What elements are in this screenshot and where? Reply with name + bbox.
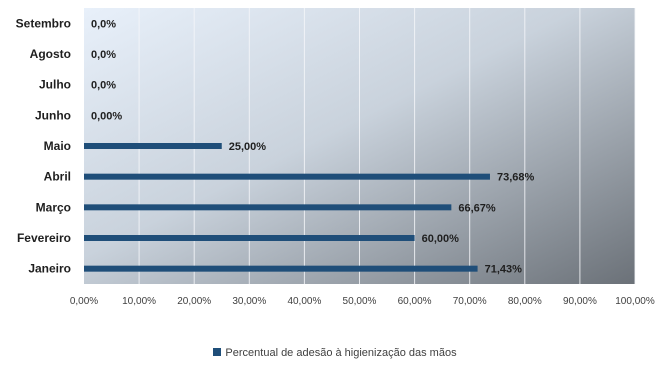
legend-label: Percentual de adesão à higienização das … (225, 347, 457, 359)
x-tick-label: 70,00% (453, 296, 487, 307)
x-tick-label: 20,00% (177, 296, 211, 307)
data-label: 0,0% (91, 18, 116, 30)
category-label: Janeiro (28, 262, 71, 276)
x-tick-label: 90,00% (563, 296, 597, 307)
x-axis-tick-labels: 0,00% 10,00% 20,00% 30,00% 40,00% 50,00% 60,00… (70, 296, 655, 307)
category-label: Fevereiro (17, 231, 71, 245)
x-tick-label: 0,00% (70, 296, 98, 307)
legend: Percentual de adesão à higienização das … (0, 347, 670, 359)
category-label: Maio (44, 139, 71, 153)
category-label: Julho (39, 78, 71, 92)
data-label: 71,43% (485, 264, 523, 276)
data-labels: 71,43% 60,00% 66,67% 73,68% 25,00% 0,00% 0,0% 0… (91, 18, 535, 275)
data-label: 73,68% (497, 172, 535, 184)
bar-chart: Janeiro Fevereiro Março Abril Maio Junho Julho… (16, 8, 655, 307)
x-tick-label: 30,00% (232, 296, 266, 307)
category-label: Março (36, 200, 71, 214)
category-label: Setembro (16, 16, 71, 30)
data-label: 25,00% (229, 141, 267, 153)
bars (84, 143, 490, 272)
data-label: 60,00% (422, 233, 460, 245)
bar (84, 204, 452, 211)
bar (84, 143, 222, 149)
bar (84, 235, 415, 241)
category-labels: Janeiro Fevereiro Março Abril Maio Junho Julho… (16, 16, 71, 275)
x-tick-label: 50,00% (343, 296, 377, 307)
x-tick-label: 100,00% (615, 296, 655, 307)
x-tick-label: 60,00% (398, 296, 432, 307)
bar (84, 265, 478, 272)
bar (84, 173, 490, 180)
category-label: Junho (35, 108, 71, 122)
x-tick-label: 80,00% (508, 296, 542, 307)
data-label: 0,0% (91, 49, 116, 61)
legend-swatch (213, 348, 222, 357)
data-label: 0,0% (91, 80, 116, 92)
data-label: 0,00% (91, 110, 122, 122)
x-tick-label: 10,00% (122, 296, 156, 307)
data-label: 66,67% (458, 202, 496, 214)
category-label: Agosto (30, 47, 71, 61)
x-tick-label: 40,00% (287, 296, 321, 307)
category-label: Abril (44, 170, 71, 184)
